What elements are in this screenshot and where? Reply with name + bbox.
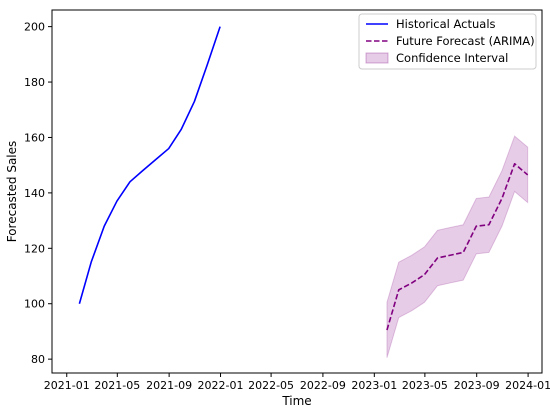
legend-box — [358, 13, 537, 70]
y-tick-label: 100 — [24, 298, 45, 311]
x-tick-label: 2022-01 — [198, 379, 244, 392]
data-point — [526, 173, 529, 176]
data-point — [513, 162, 516, 165]
axis-ticks: 2021-01 2021-05 2021-09 2022-01 2022-05 2022-… — [24, 21, 550, 392]
data-point — [206, 64, 209, 67]
data-point — [141, 169, 144, 172]
x-tick-label: 2023-05 — [402, 379, 448, 392]
series-line-1 — [78, 26, 221, 304]
data-point — [180, 128, 183, 131]
legend-label: Historical Actuals — [396, 17, 496, 31]
y-tick-label: 180 — [24, 76, 45, 89]
data-point — [449, 254, 452, 257]
x-tick-label: 2021-09 — [146, 379, 192, 392]
data-point — [475, 225, 478, 228]
data-point — [462, 251, 465, 254]
data-point — [436, 257, 439, 260]
x-tick-label: 2023-01 — [351, 379, 397, 392]
legend-label: Future Forecast (ARIMA) — [396, 34, 535, 48]
legend-label: Confidence Interval — [396, 51, 508, 65]
series-line-2 — [386, 162, 529, 331]
legend-item: Confidence Interval — [365, 51, 508, 65]
y-tick-label: 120 — [24, 242, 45, 255]
data-point — [397, 288, 400, 291]
data-point — [78, 302, 81, 305]
data-point — [154, 158, 157, 161]
data-point — [385, 329, 388, 332]
data-point — [193, 100, 196, 103]
legend: Historical Actuals Future Forecast (ARIMA… — [358, 13, 537, 70]
axes-frame — [51, 9, 543, 374]
x-tick-label: 2021-01 — [44, 379, 90, 392]
data-point — [103, 225, 106, 228]
y-tick-label: 160 — [24, 131, 45, 144]
y-tick-label: 140 — [24, 187, 45, 200]
legend-swatch — [365, 52, 389, 64]
confidence-band — [386, 135, 529, 358]
x-tick-label: 2023-09 — [454, 379, 500, 392]
y-tick-label: 200 — [24, 21, 45, 34]
data-point — [167, 147, 170, 150]
data-point — [128, 180, 131, 183]
data-point — [500, 197, 503, 200]
data-point — [410, 281, 413, 284]
x-tick-label: 2022-09 — [300, 379, 346, 392]
y-tick-label: 80 — [31, 353, 45, 366]
x-tick-label: 2022-05 — [248, 379, 294, 392]
data-point — [90, 261, 93, 264]
x-axis-label: Time — [281, 394, 311, 408]
data-point — [219, 25, 222, 28]
data-point — [115, 200, 118, 203]
plot-area — [78, 25, 529, 358]
y-axis-label: Forecasted Sales — [5, 141, 19, 243]
legend-item: Future Forecast (ARIMA) — [366, 34, 535, 48]
data-point — [423, 273, 426, 276]
x-tick-label: 2021-05 — [94, 379, 140, 392]
x-tick-label: 2024-01 — [505, 379, 550, 392]
data-point — [487, 223, 490, 226]
legend-item: Historical Actuals — [366, 17, 496, 31]
